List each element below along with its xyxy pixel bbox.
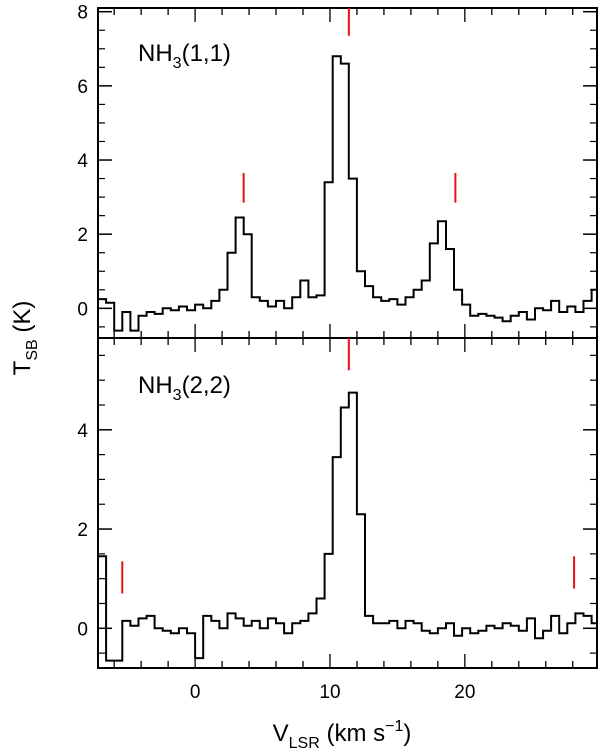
panel-nh3-2-2: 0 2 4 0 10 20 NH3(2,2) <box>77 337 598 703</box>
x-axis-tick-labels: 0 10 20 <box>190 682 476 703</box>
nh3-2-2-spectrum-line <box>98 391 597 662</box>
y-tick-label: 0 <box>77 299 88 320</box>
nh3-1-1-spectrum-line <box>98 55 597 332</box>
top-panel-ytick-labels: 0 2 4 6 8 <box>77 3 88 321</box>
bottom-panel-ticks <box>98 338 597 668</box>
x-tick-label: 20 <box>454 682 475 703</box>
x-axis-title: VLSR (km s−1) <box>273 718 412 752</box>
bottom-panel-frame <box>97 337 598 669</box>
bottom-panel-ytick-labels: 0 2 4 <box>77 421 88 640</box>
y-axis-title: TSB (K) <box>9 301 41 376</box>
y-tick-label: 0 <box>77 619 88 640</box>
top-panel-ticks <box>98 8 597 338</box>
panel-label-nh3-2-2: NH3(2,2) <box>138 372 231 404</box>
y-tick-label: 4 <box>77 421 88 442</box>
panel-nh3-1-1: 0 2 4 6 8 NH3(1,1) <box>77 3 598 339</box>
y-tick-label: 2 <box>77 520 88 541</box>
y-tick-label: 8 <box>77 3 88 24</box>
y-tick-label: 4 <box>77 151 88 172</box>
y-tick-label: 6 <box>77 77 88 98</box>
x-tick-label: 0 <box>190 682 201 703</box>
x-tick-label: 10 <box>319 682 340 703</box>
y-tick-label: 2 <box>77 225 88 246</box>
top-panel-hyperfine-markers <box>242 8 457 203</box>
panel-label-nh3-1-1: NH3(1,1) <box>138 40 231 72</box>
bottom-panel-hyperfine-markers <box>121 338 576 594</box>
